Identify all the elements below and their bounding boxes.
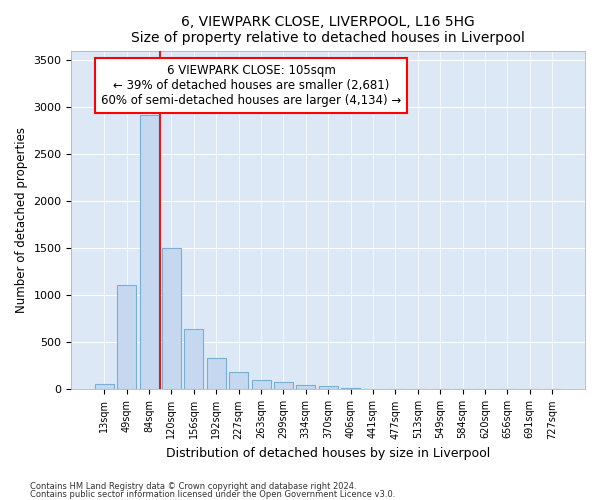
Bar: [229, 372, 248, 390]
Bar: [117, 286, 136, 390]
Bar: [296, 384, 316, 390]
Bar: [184, 329, 203, 390]
Title: 6, VIEWPARK CLOSE, LIVERPOOL, L16 5HG
Size of property relative to detached hous: 6, VIEWPARK CLOSE, LIVERPOOL, L16 5HG Si…: [131, 15, 525, 45]
X-axis label: Distribution of detached houses by size in Liverpool: Distribution of detached houses by size …: [166, 447, 490, 460]
Bar: [162, 248, 181, 390]
Bar: [207, 358, 226, 390]
Bar: [95, 384, 114, 390]
Bar: [140, 114, 158, 390]
Bar: [274, 382, 293, 390]
Y-axis label: Number of detached properties: Number of detached properties: [15, 127, 28, 313]
Text: Contains HM Land Registry data © Crown copyright and database right 2024.: Contains HM Land Registry data © Crown c…: [30, 482, 356, 491]
Text: 6 VIEWPARK CLOSE: 105sqm
← 39% of detached houses are smaller (2,681)
60% of sem: 6 VIEWPARK CLOSE: 105sqm ← 39% of detach…: [101, 64, 401, 107]
Bar: [341, 388, 360, 390]
Bar: [364, 388, 383, 390]
Bar: [251, 380, 271, 390]
Text: Contains public sector information licensed under the Open Government Licence v3: Contains public sector information licen…: [30, 490, 395, 499]
Bar: [319, 386, 338, 390]
